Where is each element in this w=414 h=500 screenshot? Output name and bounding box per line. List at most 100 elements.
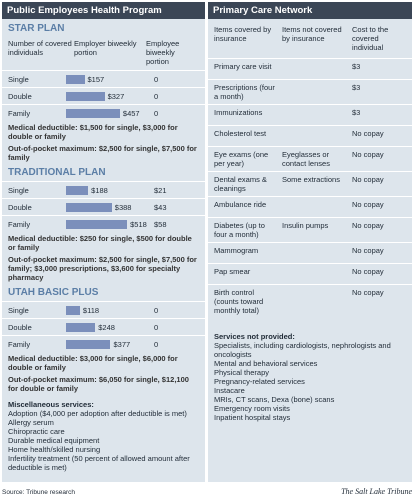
note: Medical deductible: $1,500 for single, $… <box>2 121 205 142</box>
note: Out-of-pocket maximum: $2,500 for single… <box>2 253 205 283</box>
panel-title: Primary Care Network <box>208 2 412 19</box>
cost: $3 <box>352 62 361 71</box>
note: Out-of-pocket maximum: $6,050 for single… <box>2 373 205 394</box>
cost: No copay <box>352 267 384 276</box>
employee-portion: 0 <box>154 322 159 332</box>
covered-item: Prescriptions (four a month) <box>214 83 275 101</box>
misc-services: Miscellaneous services: Adoption ($4,000 … <box>2 394 205 472</box>
bar <box>66 108 120 118</box>
employee-portion: 0 <box>154 339 159 349</box>
bar-cell: $327 <box>66 91 154 101</box>
employee-portion: $21 <box>154 185 167 195</box>
covered-item: Diabetes (up to four a month) <box>214 221 265 239</box>
size-label: Single <box>8 185 29 195</box>
credit: The Salt Lake Tribune <box>341 487 412 496</box>
size-label: Double <box>8 202 32 212</box>
size-label: Single <box>8 74 29 84</box>
plan-row: Double $327 0 <box>2 87 205 104</box>
coverage-row: Birth control (counts toward monthly tot… <box>208 284 412 318</box>
employee-portion: 0 <box>154 91 159 101</box>
coverage-row: Primary care visit $3 <box>208 58 412 79</box>
bar-label: $518 <box>130 219 147 229</box>
covered-item: Eye exams (one per year) <box>214 150 269 168</box>
plan-row: Family $457 0 <box>2 104 205 121</box>
not-covered-item: Some extractions <box>282 175 340 184</box>
size-label: Double <box>8 91 32 101</box>
note-text: $2,500 for single, $7,500 for family; $3… <box>8 255 197 282</box>
plan-row: Double $248 0 <box>2 318 205 335</box>
employee-portion: 0 <box>154 74 159 84</box>
note-label: Medical deductible: <box>8 354 78 363</box>
bar-label: $188 <box>91 185 108 195</box>
bar-cell: $248 <box>66 322 154 332</box>
bar-cell: $157 <box>66 74 154 84</box>
coverage-row: Ambulance ride No copay <box>208 196 412 217</box>
bar-cell: $388 <box>66 202 154 212</box>
bar-label: $248 <box>98 322 115 332</box>
bar <box>66 219 128 229</box>
coverage-row: Cholesterol test No copay <box>208 125 412 146</box>
cost: No copay <box>352 200 384 209</box>
bar <box>66 74 85 84</box>
cost: $3 <box>352 83 361 92</box>
bar-label: $327 <box>107 91 125 101</box>
plan-row: Family $518 $58 <box>2 215 205 232</box>
plan-title: TRADITIONAL PLAN <box>8 167 106 178</box>
not-provided-item: Specialists, including cardiologists, ne… <box>214 341 391 359</box>
covered-item: Cholesterol test <box>214 129 267 138</box>
column-header: Items not covered by insurance <box>282 25 342 43</box>
not-provided-item: MRIs, CT scans, Dexa (bone) scans <box>214 395 335 404</box>
column-header: Items covered by insurance <box>214 25 272 43</box>
covered-item: Primary care visit <box>214 62 272 71</box>
coverage-row: Diabetes (up to four a month) Insulin pum… <box>208 217 412 242</box>
cost: No copay <box>352 129 384 138</box>
misc-item: Home health/skilled nursing <box>8 445 101 454</box>
note: Medical deductible: $3,000 for single, $… <box>2 352 205 373</box>
not-provided-title: Services not provided: <box>214 332 295 341</box>
bar-label: $388 <box>114 202 132 212</box>
note: Out-of-pocket maximum: $2,500 for single… <box>2 142 205 163</box>
plan-title: UTAH BASIC PLUS <box>8 287 99 298</box>
covered-item: Birth control (counts toward monthly tot… <box>214 288 264 315</box>
note: Medical deductible: $250 for single, $50… <box>2 232 205 253</box>
employee-portion: 0 <box>154 108 159 118</box>
bar-cell: $377 <box>66 339 154 349</box>
coverage-row: Dental exams & cleanings Some extractions… <box>208 171 412 196</box>
misc-item: Chiropractic care <box>8 427 65 436</box>
bar-label: $157 <box>87 74 105 84</box>
note-text: $2,500 for single, $7,500 for family <box>8 144 197 162</box>
column-header: Employee biweekly portion <box>146 39 180 66</box>
plan-title: STAR PLAN <box>8 23 65 34</box>
misc-item: Infertility treatment (50 percent of all… <box>8 454 190 472</box>
coverage-row: Prescriptions (four a month) $3 <box>208 79 412 104</box>
covered-item: Ambulance ride <box>214 200 267 209</box>
bar <box>66 322 96 332</box>
plan-row: Double $388 $43 <box>2 198 205 215</box>
bar-cell: $457 <box>66 108 154 118</box>
note-text: $250 for single, $500 for double or fami… <box>8 234 192 252</box>
note-label: Medical deductible: <box>8 123 78 132</box>
employee-portion: $58 <box>154 219 167 229</box>
employee-portion: $43 <box>154 202 167 212</box>
plan-row: Single $118 0 <box>2 301 205 318</box>
misc-item: Adoption ($4,000 per adoption after dedu… <box>8 409 187 418</box>
covered-item: Dental exams & cleanings <box>214 175 267 193</box>
coverage-row: Immunizations $3 <box>208 104 412 125</box>
not-covered-item: Eyeglasses or contact lenses <box>282 150 330 168</box>
bar-label: $118 <box>82 305 100 315</box>
misc-item: Durable medical equipment <box>8 436 100 445</box>
misc-title: Miscellaneous services: <box>8 400 94 409</box>
bar-cell: $118 <box>66 305 154 315</box>
source: Source: Tribune research <box>2 489 75 496</box>
coverage-table: Primary care visit $3 Prescriptions (four … <box>208 58 412 318</box>
right-panel: Primary Care Network Items covered by ins… <box>208 2 412 482</box>
bar <box>66 202 112 212</box>
cost: $3 <box>352 108 361 117</box>
covered-item: Immunizations <box>214 108 263 117</box>
note-label: Out-of-pocket maximum: <box>8 255 97 264</box>
size-label: Single <box>8 305 29 315</box>
column-header: Employer biweekly portion <box>74 39 137 57</box>
bar <box>66 305 80 315</box>
employee-portion: 0 <box>154 305 159 315</box>
